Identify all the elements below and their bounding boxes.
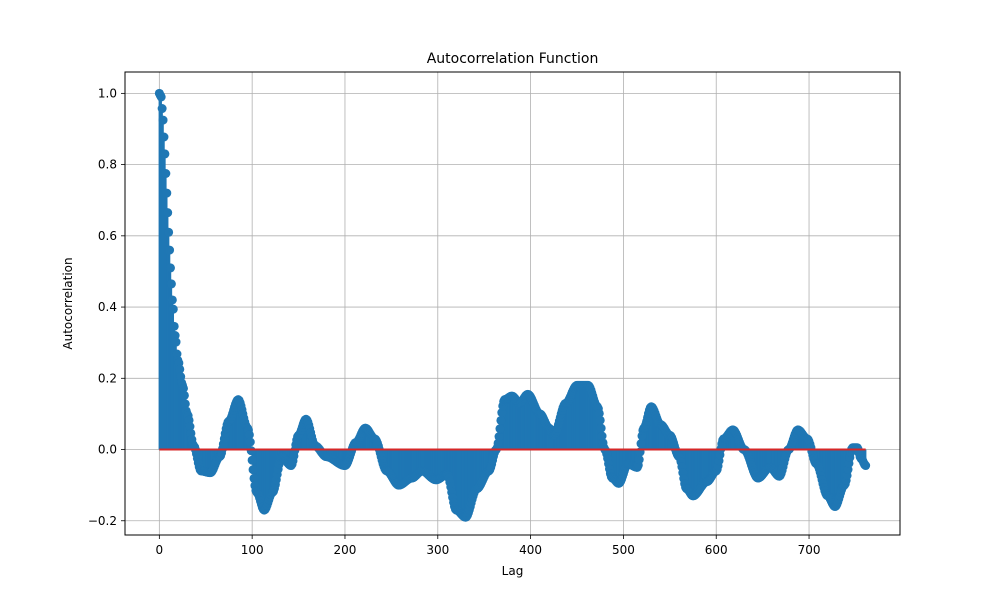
- y-tick-label: 0.6: [98, 229, 117, 243]
- stem-marker: [248, 465, 258, 475]
- stem-marker: [161, 169, 171, 179]
- y-tick-label: −0.2: [88, 514, 117, 528]
- x-tick-label: 200: [334, 543, 357, 557]
- stem-marker: [249, 473, 259, 483]
- stem-marker: [185, 422, 195, 432]
- stem-marker: [165, 263, 175, 273]
- stem-marker: [180, 399, 190, 409]
- x-tick-label: 0: [156, 543, 164, 557]
- stem-marker: [156, 92, 166, 102]
- y-axis-label: Autocorrelation: [61, 257, 75, 349]
- stem-marker: [158, 115, 168, 125]
- y-tick-label: 0.8: [98, 158, 117, 172]
- stem-marker: [169, 321, 179, 331]
- y-tick-label: 0.4: [98, 300, 117, 314]
- stem-marker: [163, 208, 173, 218]
- stem-marker: [597, 431, 607, 441]
- stem-markers: [154, 88, 871, 522]
- stem-marker: [493, 438, 503, 448]
- stem-marker: [496, 415, 506, 425]
- stem-marker: [168, 304, 178, 314]
- stem-marker: [247, 455, 257, 465]
- stem-marker: [861, 461, 871, 471]
- stem-marker: [594, 408, 604, 418]
- x-tick-label: 500: [612, 543, 635, 557]
- stem-marker: [244, 430, 254, 440]
- stem-marker: [171, 337, 181, 347]
- stem-marker: [636, 439, 646, 449]
- stem-marker: [175, 364, 185, 374]
- chart-title: Autocorrelation Function: [427, 51, 599, 67]
- x-axis-label: Lag: [502, 564, 524, 578]
- stem-marker: [165, 245, 175, 255]
- stem-marker: [497, 408, 507, 418]
- x-tick-label: 300: [426, 543, 449, 557]
- stem-marker: [596, 423, 606, 433]
- y-tick-label: 1.0: [98, 86, 117, 100]
- y-tick-label: 0.2: [98, 371, 117, 385]
- x-tick-label: 400: [519, 543, 542, 557]
- axis-ticks: 0 100 200 300 400 500 600 700 −0.2 0.0 0.2 0.4 0.6 0.…: [88, 86, 821, 557]
- stem-marker: [634, 455, 644, 465]
- stem-marker: [495, 424, 505, 434]
- y-tick-label: 0.0: [98, 443, 117, 457]
- stem-marker: [160, 149, 170, 159]
- stem-marker: [162, 188, 172, 198]
- x-tick-label: 100: [241, 543, 264, 557]
- stem-marker: [164, 227, 174, 237]
- stem-marker: [167, 295, 177, 305]
- x-tick-label: 700: [798, 543, 821, 557]
- stem-marker: [595, 415, 605, 425]
- stem-marker: [159, 132, 169, 142]
- axes-frame: [124, 71, 901, 536]
- stem-marker: [494, 432, 504, 442]
- stem-marker: [246, 446, 256, 456]
- stem-marker: [178, 383, 188, 393]
- stem-marker: [179, 390, 189, 400]
- x-tick-label: 600: [705, 543, 728, 557]
- stem-marker: [157, 104, 167, 114]
- stem-marker: [166, 279, 176, 289]
- stem-marker: [245, 437, 255, 447]
